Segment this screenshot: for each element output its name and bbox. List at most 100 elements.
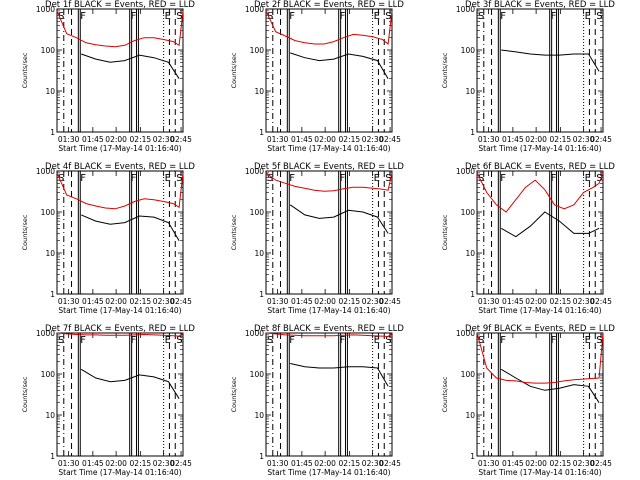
plot-frame bbox=[265, 8, 393, 133]
panel-det-9: Det 9f BLACK = Events, RED = LLD 1 10 100 10… bbox=[441, 324, 615, 477]
x-tick-label: 02:30 bbox=[362, 459, 384, 468]
x-axis-label: Start Time (17-May-14 01:16:40) bbox=[267, 468, 390, 477]
panel-title: Det 7f BLACK = Events, RED = LLD bbox=[45, 324, 195, 334]
series-line-events bbox=[290, 52, 389, 79]
x-tick-label: 02:30 bbox=[153, 135, 175, 144]
marker-e: E bbox=[165, 335, 171, 346]
series-line-events bbox=[500, 368, 600, 403]
marker-s: S bbox=[58, 335, 64, 346]
x-tick-label: 02:00 bbox=[105, 459, 127, 468]
y-tick-label: 1000 bbox=[456, 329, 475, 338]
x-tick-label: 01:30 bbox=[58, 135, 80, 144]
y-tick-label: 1 bbox=[470, 128, 475, 137]
x-tick-label: 02:15 bbox=[339, 135, 361, 144]
marker-e: E bbox=[374, 173, 380, 184]
marker-e: E bbox=[585, 11, 591, 22]
marker-s: S bbox=[267, 11, 273, 22]
plot-frame bbox=[56, 8, 184, 133]
series-line-lld bbox=[56, 332, 184, 337]
x-tick-label: 02:15 bbox=[130, 135, 152, 144]
panel-det-3: Det 3f BLACK = Events, RED = LLD 1 10 100 10… bbox=[441, 0, 615, 153]
panel-det-5: Det 5f BLACK = Events, RED = LLD 1 10 100 10… bbox=[230, 162, 404, 315]
x-axis-label: Start Time (17-May-14 01:16:40) bbox=[58, 306, 181, 315]
marker-f: F bbox=[80, 335, 86, 346]
y-tick-label: 10 bbox=[45, 411, 55, 420]
x-tick-label: 01:30 bbox=[267, 459, 289, 468]
x-tick-label: 02:00 bbox=[105, 135, 127, 144]
x-tick-label: 02:30 bbox=[362, 297, 384, 306]
x-tick-label: 01:45 bbox=[502, 297, 524, 306]
x-tick-label: 01:45 bbox=[82, 135, 104, 144]
marker-s: S bbox=[596, 335, 602, 346]
x-tick-label: 02:15 bbox=[550, 297, 572, 306]
marker-s: S bbox=[267, 335, 273, 346]
marker-f: F bbox=[551, 11, 557, 22]
x-tick-label: 02:30 bbox=[573, 135, 595, 144]
marker-s: S bbox=[385, 335, 391, 346]
x-tick-label: 02:45 bbox=[170, 297, 192, 306]
y-tick-label: 100 bbox=[250, 46, 265, 55]
x-tick-label: 01:45 bbox=[82, 459, 104, 468]
y-tick-label: 100 bbox=[250, 370, 265, 379]
x-tick-label: 02:45 bbox=[379, 135, 401, 144]
x-tick-label: 02:00 bbox=[525, 459, 547, 468]
plot-frame bbox=[476, 332, 604, 457]
marker-f: F bbox=[131, 335, 137, 346]
x-axis-label: Start Time (17-May-14 01:16:40) bbox=[478, 468, 601, 477]
y-tick-label: 100 bbox=[461, 208, 476, 217]
y-tick-label: 100 bbox=[41, 208, 56, 217]
marker-s: S bbox=[385, 11, 391, 22]
panel-det-4: Det 4f BLACK = Events, RED = LLD 1 10 100 10… bbox=[21, 162, 195, 315]
x-tick-label: 02:15 bbox=[550, 459, 572, 468]
marker-s: S bbox=[596, 173, 602, 184]
marker-s: S bbox=[385, 173, 391, 184]
y-tick-label: 1000 bbox=[36, 5, 55, 14]
plot-frame bbox=[265, 332, 393, 457]
y-tick-label: 1 bbox=[50, 452, 55, 461]
panel-title: Det 5f BLACK = Events, RED = LLD bbox=[254, 162, 404, 172]
y-axis-label: Counts/sec bbox=[230, 376, 238, 412]
panel-title: Det 1f BLACK = Events, RED = LLD bbox=[45, 0, 195, 10]
series-line-lld bbox=[265, 10, 393, 45]
marker-s: S bbox=[176, 173, 182, 184]
panel-det-8: Det 8f BLACK = Events, RED = LLD 1 10 100 10… bbox=[230, 324, 404, 477]
marker-f: F bbox=[551, 335, 557, 346]
marker-f: F bbox=[551, 173, 557, 184]
x-tick-label: 01:45 bbox=[291, 135, 313, 144]
y-axis-label: Counts/sec bbox=[21, 214, 29, 250]
y-tick-label: 1000 bbox=[245, 329, 264, 338]
x-tick-label: 01:30 bbox=[58, 297, 80, 306]
x-tick-label: 01:30 bbox=[267, 297, 289, 306]
panel-title: Det 4f BLACK = Events, RED = LLD bbox=[45, 162, 195, 172]
plot-frame bbox=[476, 170, 604, 295]
y-tick-label: 100 bbox=[41, 46, 56, 55]
x-tick-label: 02:45 bbox=[379, 297, 401, 306]
panel-det-7: Det 7f BLACK = Events, RED = LLD 1 10 100 10… bbox=[21, 324, 195, 477]
x-tick-label: 02:45 bbox=[379, 459, 401, 468]
x-tick-label: 02:30 bbox=[362, 135, 384, 144]
y-tick-label: 100 bbox=[41, 370, 56, 379]
y-tick-label: 100 bbox=[461, 46, 476, 55]
x-axis-label: Start Time (17-May-14 01:16:40) bbox=[58, 468, 181, 477]
panel-det-6: Det 6f BLACK = Events, RED = LLD 1 10 100 10… bbox=[441, 162, 615, 315]
x-tick-label: 02:15 bbox=[339, 297, 361, 306]
x-tick-label: 01:30 bbox=[478, 135, 500, 144]
series-line-events bbox=[290, 363, 389, 387]
series-line-lld bbox=[476, 332, 604, 384]
series-line-lld bbox=[56, 172, 184, 210]
marker-f: F bbox=[340, 335, 346, 346]
series-line-events bbox=[501, 49, 600, 72]
series-line-lld bbox=[476, 172, 604, 213]
plot-frame bbox=[265, 170, 393, 295]
marker-e: E bbox=[585, 173, 591, 184]
x-tick-label: 02:00 bbox=[314, 135, 336, 144]
marker-e: E bbox=[165, 11, 171, 22]
y-tick-label: 10 bbox=[465, 411, 475, 420]
y-tick-label: 1000 bbox=[36, 329, 55, 338]
y-tick-label: 10 bbox=[45, 249, 55, 258]
y-axis-label: Counts/sec bbox=[230, 214, 238, 250]
series-line-events bbox=[81, 53, 180, 79]
x-tick-label: 01:45 bbox=[502, 459, 524, 468]
y-tick-label: 1 bbox=[259, 128, 264, 137]
x-tick-label: 02:30 bbox=[573, 459, 595, 468]
